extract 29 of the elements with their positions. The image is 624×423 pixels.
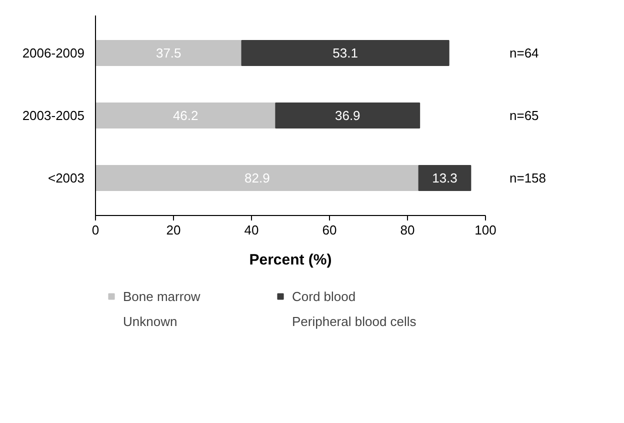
- x-tick-label: 100: [474, 222, 496, 238]
- x-tick-label: 40: [244, 222, 259, 238]
- bar: [241, 40, 450, 66]
- x-axis-title: Percent (%): [249, 252, 332, 268]
- text: Unknown: [123, 314, 178, 328]
- data-label: 37.5: [156, 46, 182, 60]
- x-tick-label: 80: [400, 222, 415, 238]
- bar: [275, 102, 420, 128]
- bar: [96, 102, 276, 128]
- text: n=64: [510, 46, 539, 60]
- data-label: 13.3: [432, 170, 458, 186]
- text: n=158: [510, 170, 546, 186]
- y-tick-label: 2003-2005: [22, 108, 85, 123]
- bar: [96, 40, 242, 66]
- legend-label: Cord blood: [292, 288, 357, 304]
- data-label: 82.9: [244, 170, 270, 186]
- y-tick-label: <2003: [48, 170, 85, 186]
- bar: [418, 165, 472, 191]
- data-label: 36.9: [334, 108, 360, 123]
- data-label: 53.1: [332, 46, 358, 60]
- text: Peripheral blood cells: [292, 314, 418, 328]
- legend-label: Bone marrow: [123, 288, 202, 304]
- y-tick-label: 2006-2009: [22, 46, 85, 60]
- x-tick-label: 60: [322, 222, 337, 238]
- text: n=65: [510, 108, 539, 123]
- x-tick-label: 20: [166, 222, 181, 238]
- bar: [96, 165, 420, 191]
- data-label: 46.2: [172, 108, 198, 123]
- x-tick-label: 0: [92, 222, 100, 238]
